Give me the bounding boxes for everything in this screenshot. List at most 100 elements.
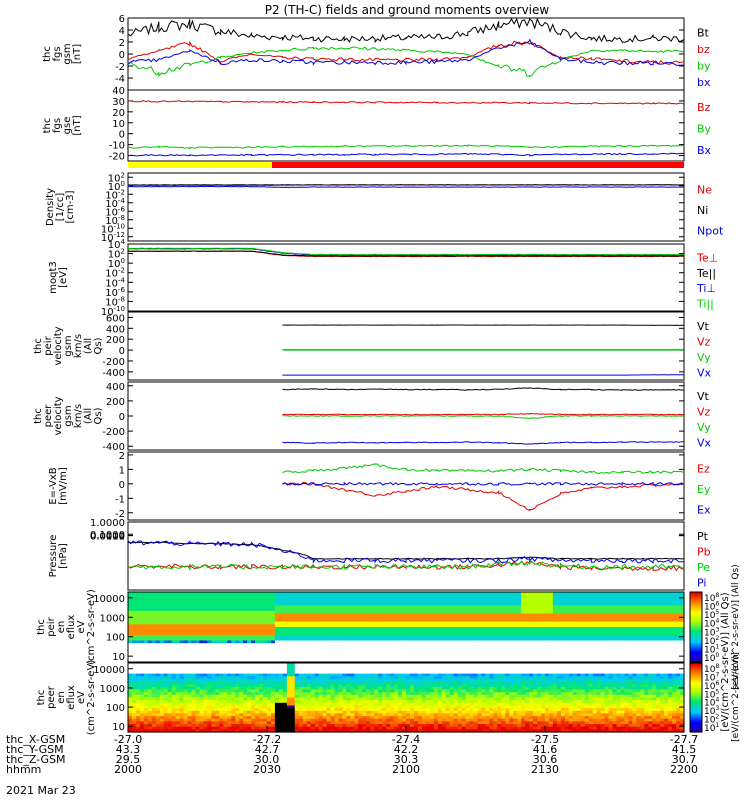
ephem-value-x: -27.2 bbox=[253, 733, 281, 746]
y-tick-label: 10-2 bbox=[105, 267, 125, 280]
legend: Ne Ni Npot bbox=[697, 183, 724, 237]
y-tick-label: 102 bbox=[108, 171, 125, 184]
legend: Pt Pb Pe Pi bbox=[697, 530, 711, 590]
y-tick-label: 100 bbox=[106, 703, 125, 714]
y-tick-label: 10000 bbox=[93, 665, 125, 676]
y-tick-label: 10-6 bbox=[105, 205, 125, 218]
y-tick-label: 10-4 bbox=[105, 197, 125, 210]
panel-frame bbox=[127, 451, 685, 521]
panel-7: 2 1 0 -1 -2 E=-VxB[mV/m] Ez Ey Ex bbox=[48, 451, 711, 521]
series-vz bbox=[282, 412, 684, 416]
ephem-value-x: -27.0 bbox=[114, 733, 142, 746]
legend-ez: Ez bbox=[697, 462, 710, 475]
series-ez bbox=[282, 481, 685, 512]
panel-9: 10000 1000 100 10 thcpeirenefluxeV(cm^2-s-sr… bbox=[36, 589, 685, 665]
colorbars: 1081061051041031021011001081071061051041… bbox=[689, 564, 741, 742]
ephem-value-y: 41.6 bbox=[533, 743, 558, 756]
ephem-value-z: 30.3 bbox=[394, 753, 419, 766]
y-axis-label: Pressure[nPa] bbox=[48, 535, 69, 578]
y-tick-label: 1 bbox=[119, 465, 125, 476]
y-tick-label: 200 bbox=[106, 397, 125, 408]
legend-vz: Vz bbox=[697, 335, 711, 348]
legend: Bz By Bx bbox=[697, 101, 712, 157]
series-npot bbox=[128, 185, 685, 189]
ephem-value-z: 30.0 bbox=[255, 753, 280, 766]
y-tick-label: -20 bbox=[109, 152, 125, 163]
y-tick-label: 400 bbox=[106, 382, 125, 393]
colorbar-tick-label: 103 bbox=[704, 705, 719, 717]
y-tick-label: 4 bbox=[119, 26, 125, 37]
y-tick-label: -2 bbox=[115, 62, 125, 73]
y-tick-label: 10 bbox=[112, 119, 125, 130]
legend-pi: Pi bbox=[697, 576, 706, 589]
y-tick-label: -400 bbox=[102, 368, 125, 379]
legend: Vt Vz Vy Vx bbox=[697, 390, 712, 450]
y-axis-label: thcpeervelocitygsmkm/s(AllQs) bbox=[33, 396, 104, 435]
series-by bbox=[127, 46, 685, 78]
y-tick-label: 10-8 bbox=[105, 295, 125, 308]
legend-vy: Vy bbox=[697, 421, 711, 434]
y-tick-label: 10 bbox=[112, 652, 125, 663]
y-tick-label: 0 bbox=[119, 50, 125, 61]
panel-frame bbox=[127, 243, 685, 312]
ephem-value-t: 2030 bbox=[253, 763, 281, 776]
legend-vt: Vt bbox=[697, 390, 710, 403]
y-tick-label: 1000 bbox=[100, 613, 125, 624]
ephem-value-z: 29.5 bbox=[116, 753, 141, 766]
y-tick-label: -10 bbox=[109, 141, 125, 152]
panel-frame bbox=[127, 172, 685, 242]
legend-ti: Ti|| bbox=[696, 297, 714, 310]
y-tick-label: 2 bbox=[119, 451, 125, 462]
legend-ex: Ex bbox=[697, 504, 711, 517]
legend-bx: bx bbox=[697, 76, 711, 89]
colorbar-tick-label: 101 bbox=[704, 722, 719, 734]
spectrogram-10 bbox=[128, 663, 685, 733]
y-tick-label: 0 bbox=[119, 412, 125, 423]
series-ti bbox=[127, 247, 685, 256]
legend: Ez Ey Ex bbox=[697, 462, 711, 516]
legend-bt: Bt bbox=[697, 26, 710, 39]
colorbar-frame bbox=[689, 591, 703, 663]
colorbar-tick-label: 108 bbox=[704, 592, 719, 604]
panel-frame bbox=[127, 17, 685, 91]
colorbar-tick-label: 106 bbox=[704, 680, 719, 692]
series-bx bbox=[127, 39, 685, 66]
colorbar-tick-label: 103 bbox=[704, 626, 719, 638]
ephem-value-x: -27.7 bbox=[670, 733, 698, 746]
ephem-row-label: hhmm bbox=[6, 763, 41, 776]
y-tick-label: 0.0001 bbox=[90, 532, 125, 543]
series-vx bbox=[282, 441, 685, 445]
y-tick-label: -1 bbox=[115, 494, 125, 505]
ephem-value-z: 30.6 bbox=[533, 753, 558, 766]
panel-frame bbox=[127, 89, 685, 162]
y-axis-label: Density[1/cc][cm-3] bbox=[45, 188, 76, 226]
series-vy bbox=[282, 415, 685, 419]
legend-ne: Ne bbox=[697, 183, 712, 196]
series-bt bbox=[127, 17, 685, 44]
series-ex bbox=[282, 481, 685, 486]
y-axis-label: moqt3[eV] bbox=[48, 261, 69, 294]
ephem-value-y: 42.2 bbox=[394, 743, 419, 756]
legend-by: by bbox=[697, 59, 711, 72]
spectrogram-9 bbox=[128, 592, 685, 663]
y-tick-label: 100 bbox=[108, 180, 125, 193]
y-tick-label: 1.0000 bbox=[90, 518, 125, 529]
y-tick-label: 0 bbox=[119, 130, 125, 141]
legend: Bt bz by bx bbox=[697, 26, 711, 89]
y-tick-label: 6 bbox=[119, 14, 125, 25]
series-vt bbox=[282, 387, 685, 391]
ephem-value-x: -27.5 bbox=[531, 733, 559, 746]
y-tick-label: -4 bbox=[115, 74, 125, 85]
y-tick-label: 100 bbox=[108, 257, 125, 270]
series-bz bbox=[127, 40, 685, 65]
y-tick-label: 10000 bbox=[93, 594, 125, 605]
legend-vy: Vy bbox=[697, 351, 711, 364]
legend-vt: Vt bbox=[697, 320, 710, 333]
panel-6: 400 200 0 -200 -400 thcpeervelocitygsmkm/s(Al… bbox=[33, 381, 712, 453]
panel-frame bbox=[127, 521, 685, 591]
